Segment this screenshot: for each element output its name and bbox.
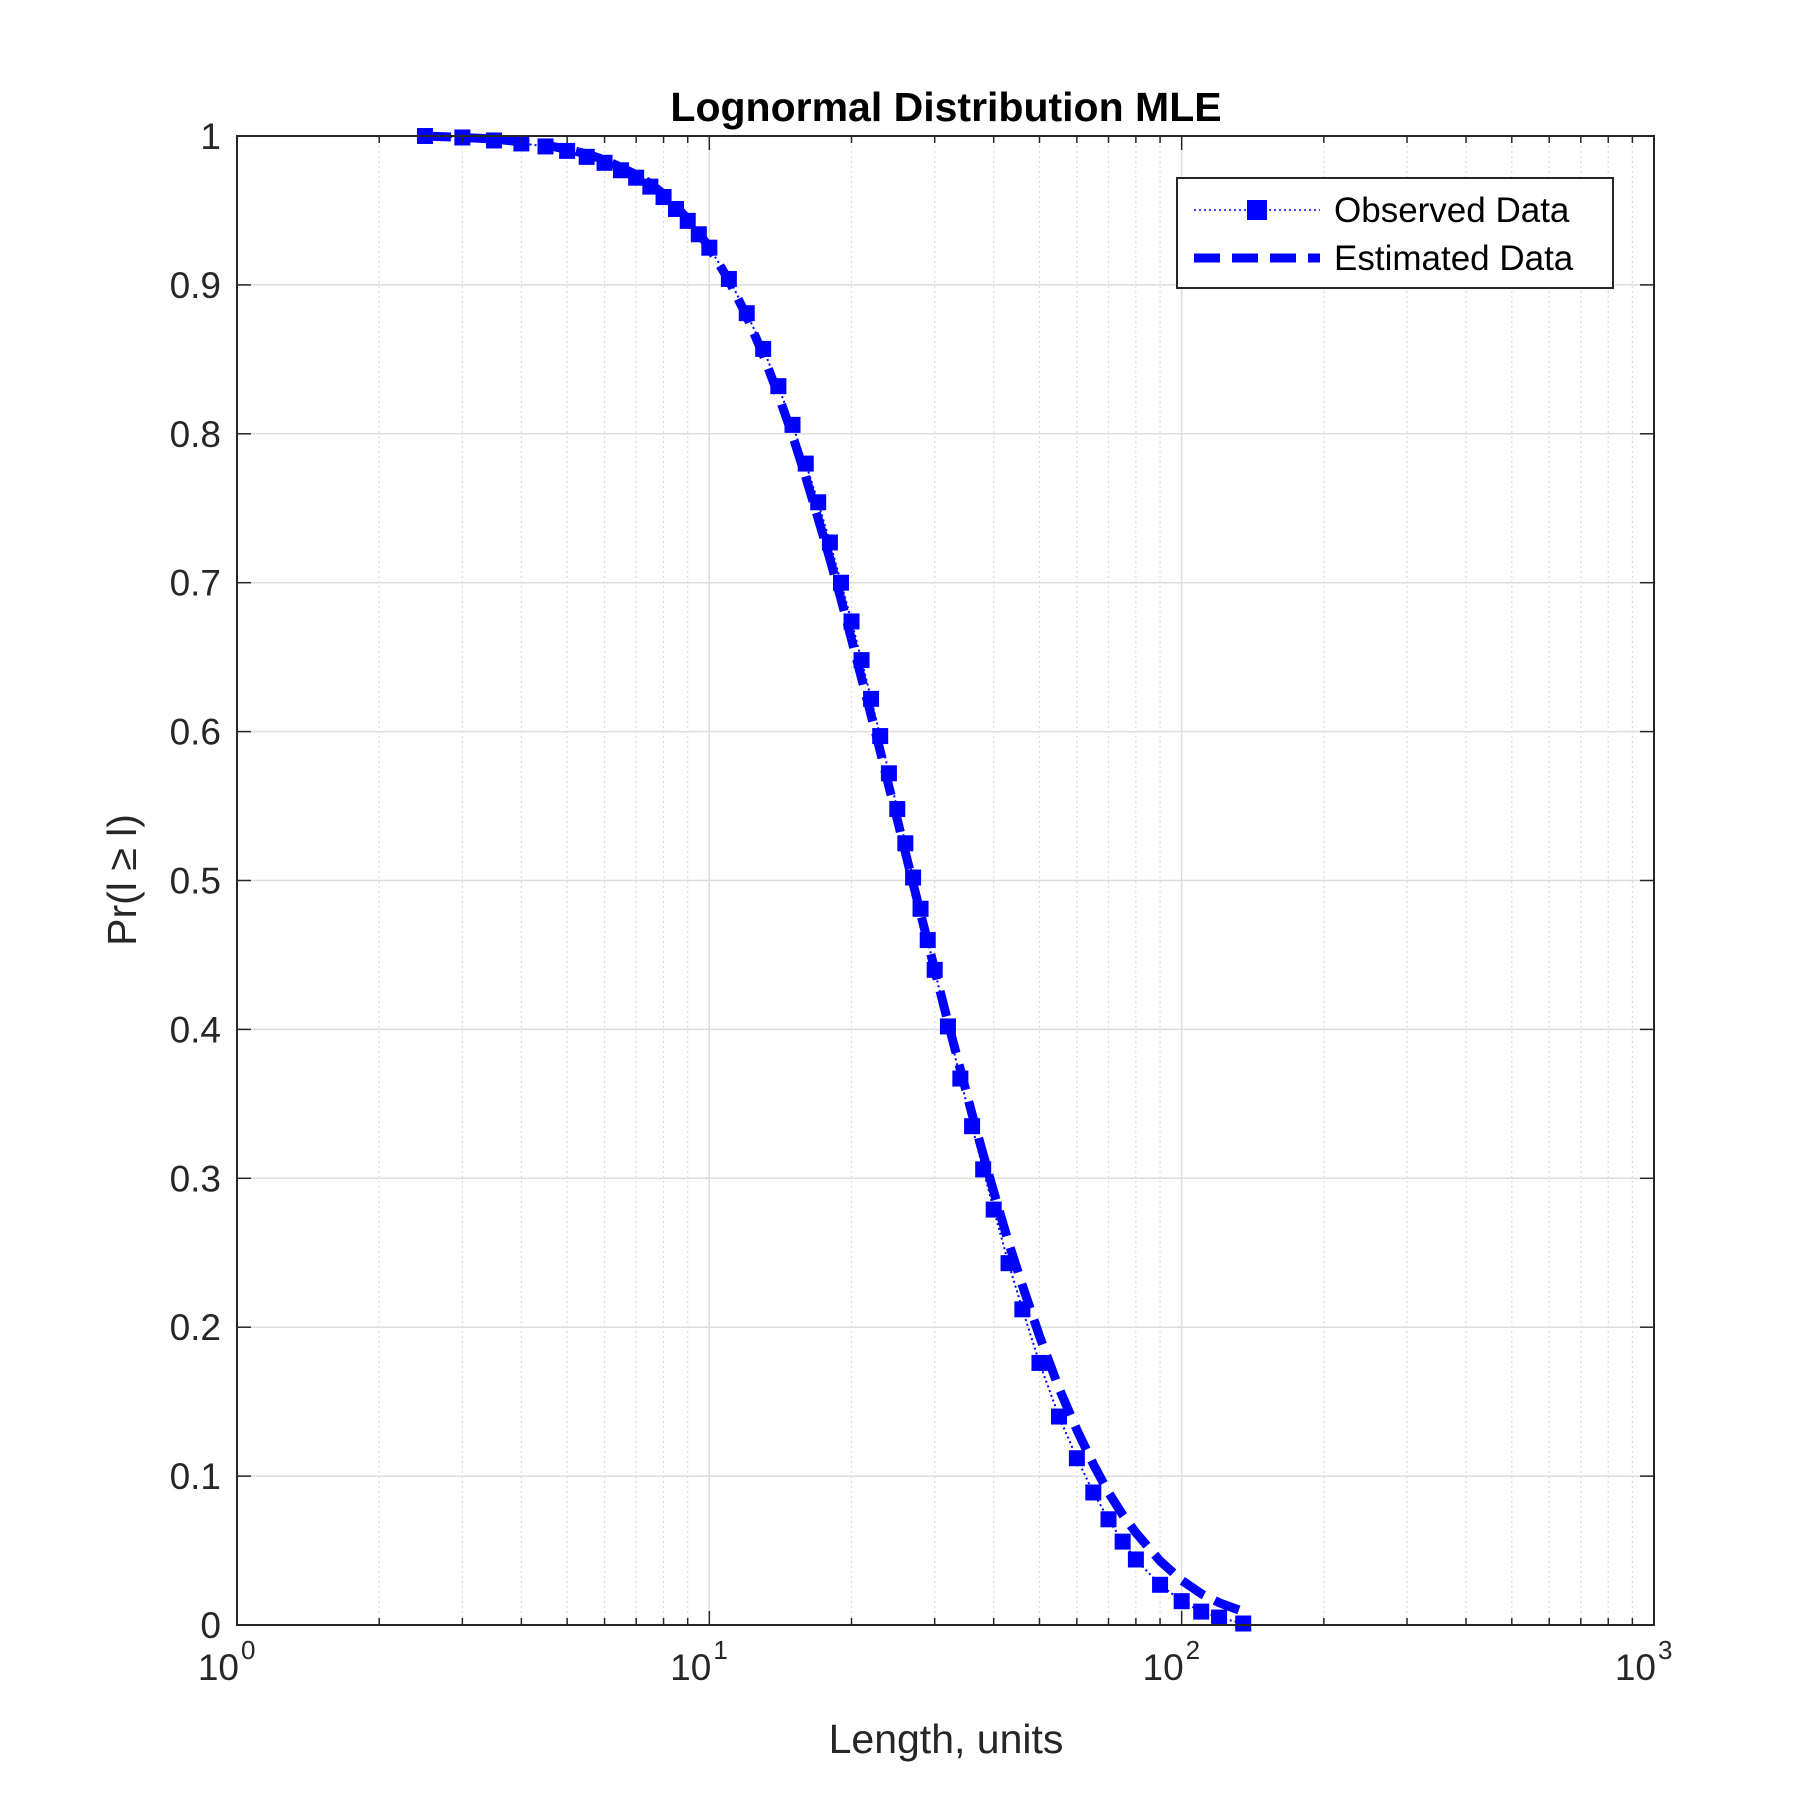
observed-data-point bbox=[738, 305, 755, 322]
observed-data-point bbox=[1114, 1533, 1131, 1550]
observed-data-point bbox=[770, 378, 787, 395]
minor-gridlines bbox=[378, 136, 1633, 1625]
x-tick-label-exponent: 2 bbox=[1186, 1635, 1200, 1665]
x-tick-label-base: 10 bbox=[1615, 1647, 1656, 1688]
observed-data-point bbox=[889, 801, 906, 818]
y-tick-label: 0 bbox=[200, 1605, 221, 1646]
observed-data-point bbox=[821, 534, 838, 551]
observed-data-point bbox=[832, 574, 849, 591]
observed-data-point bbox=[1127, 1551, 1144, 1568]
observed-data-point bbox=[897, 835, 914, 852]
observed-data-point bbox=[1235, 1615, 1252, 1632]
axis-ticks bbox=[236, 135, 1655, 1626]
y-tick-label: 0.6 bbox=[170, 712, 221, 753]
estimated-data-line bbox=[424, 131, 1245, 1616]
chart-title: Lognormal Distribution MLE bbox=[670, 84, 1221, 130]
x-tick-label: 10 0 bbox=[198, 1635, 256, 1688]
y-axis-tick-labels: 0 0.1 0.2 0.3 0.4 0.5 0.6 0.7 0.8 0.9 1 bbox=[170, 116, 221, 1646]
observed-data-point bbox=[985, 1201, 1002, 1218]
observed-data-point bbox=[701, 239, 718, 256]
observed-data-point bbox=[1211, 1609, 1228, 1626]
observed-data-point bbox=[926, 961, 943, 978]
y-tick-label: 0.5 bbox=[170, 861, 221, 902]
observed-data-point bbox=[1085, 1484, 1102, 1501]
x-tick-label-base: 10 bbox=[1143, 1647, 1184, 1688]
x-axis-tick-labels: 10 0 10 1 10 2 10 3 bbox=[198, 1635, 1673, 1688]
observed-data-point bbox=[1014, 1301, 1031, 1318]
x-tick-label: 10 2 bbox=[1143, 1635, 1201, 1688]
observed-data-point bbox=[905, 869, 922, 886]
observed-data-point bbox=[919, 932, 936, 949]
observed-data-point bbox=[720, 270, 737, 287]
y-tick-label: 1 bbox=[200, 116, 221, 157]
y-tick-label: 0.8 bbox=[170, 414, 221, 455]
observed-data-point bbox=[655, 189, 672, 206]
observed-data-point bbox=[1173, 1593, 1190, 1610]
x-tick-label: 10 3 bbox=[1615, 1635, 1673, 1688]
observed-data-point bbox=[952, 1070, 969, 1087]
observed-data-point bbox=[880, 765, 897, 782]
x-axis-label: Length, units bbox=[829, 1716, 1064, 1762]
observed-data-point bbox=[642, 178, 659, 195]
observed-data-point bbox=[797, 455, 814, 472]
observed-data-point bbox=[578, 148, 595, 165]
observed-data-point bbox=[1068, 1450, 1085, 1467]
observed-data-point bbox=[1193, 1603, 1210, 1620]
y-tick-label: 0.7 bbox=[170, 563, 221, 604]
observed-data-point bbox=[964, 1118, 981, 1135]
observed-data-point bbox=[679, 212, 696, 229]
observed-data-point bbox=[1051, 1408, 1068, 1425]
series-layer bbox=[416, 128, 1252, 1632]
observed-data-point bbox=[853, 652, 870, 669]
legend-box bbox=[1176, 177, 1614, 289]
y-tick-label: 0.2 bbox=[170, 1307, 221, 1348]
observed-data-point bbox=[559, 142, 576, 159]
y-tick-label: 0.9 bbox=[170, 265, 221, 306]
legend-estimated-label: Estimated Data bbox=[1334, 239, 1574, 278]
observed-data-point bbox=[755, 340, 772, 357]
observed-data-point bbox=[513, 135, 530, 152]
observed-data-point bbox=[975, 1161, 992, 1178]
observed-data-point bbox=[1031, 1354, 1048, 1371]
observed-data-point bbox=[1000, 1255, 1017, 1272]
observed-data-point bbox=[912, 900, 929, 917]
observed-data-point bbox=[612, 162, 629, 179]
observed-data-point bbox=[690, 226, 707, 243]
observed-data-point bbox=[1100, 1511, 1117, 1528]
observed-data-point bbox=[863, 690, 880, 707]
x-tick-label-base: 10 bbox=[670, 1647, 711, 1688]
y-tick-label: 0.1 bbox=[170, 1456, 221, 1497]
observed-data-point bbox=[1152, 1576, 1169, 1593]
observed-data-point bbox=[485, 132, 502, 149]
observed-data-point bbox=[784, 416, 801, 433]
x-tick-label-exponent: 0 bbox=[241, 1635, 255, 1665]
observed-data-point bbox=[843, 613, 860, 630]
observed-data-point bbox=[872, 728, 889, 745]
y-tick-label: 0.3 bbox=[170, 1158, 221, 1199]
observed-data-point bbox=[628, 169, 645, 186]
x-tick-label: 10 1 bbox=[670, 1635, 728, 1688]
observed-data-point bbox=[810, 494, 827, 511]
x-tick-label-base: 10 bbox=[198, 1647, 239, 1688]
x-tick-label-exponent: 3 bbox=[1658, 1635, 1672, 1665]
y-axis-label: Pr(l ≥ l) bbox=[99, 814, 145, 946]
y-tick-label: 0.4 bbox=[170, 1009, 221, 1050]
observed-data-point bbox=[537, 138, 554, 155]
legend: Observed Data Estimated Data bbox=[1176, 177, 1614, 289]
x-tick-label-exponent: 1 bbox=[713, 1635, 727, 1665]
observed-data-point bbox=[939, 1018, 956, 1035]
legend-observed-label: Observed Data bbox=[1334, 191, 1570, 230]
plot-area bbox=[236, 128, 1655, 1632]
observed-data-point bbox=[596, 154, 613, 171]
legend-observed-marker bbox=[1247, 200, 1267, 220]
